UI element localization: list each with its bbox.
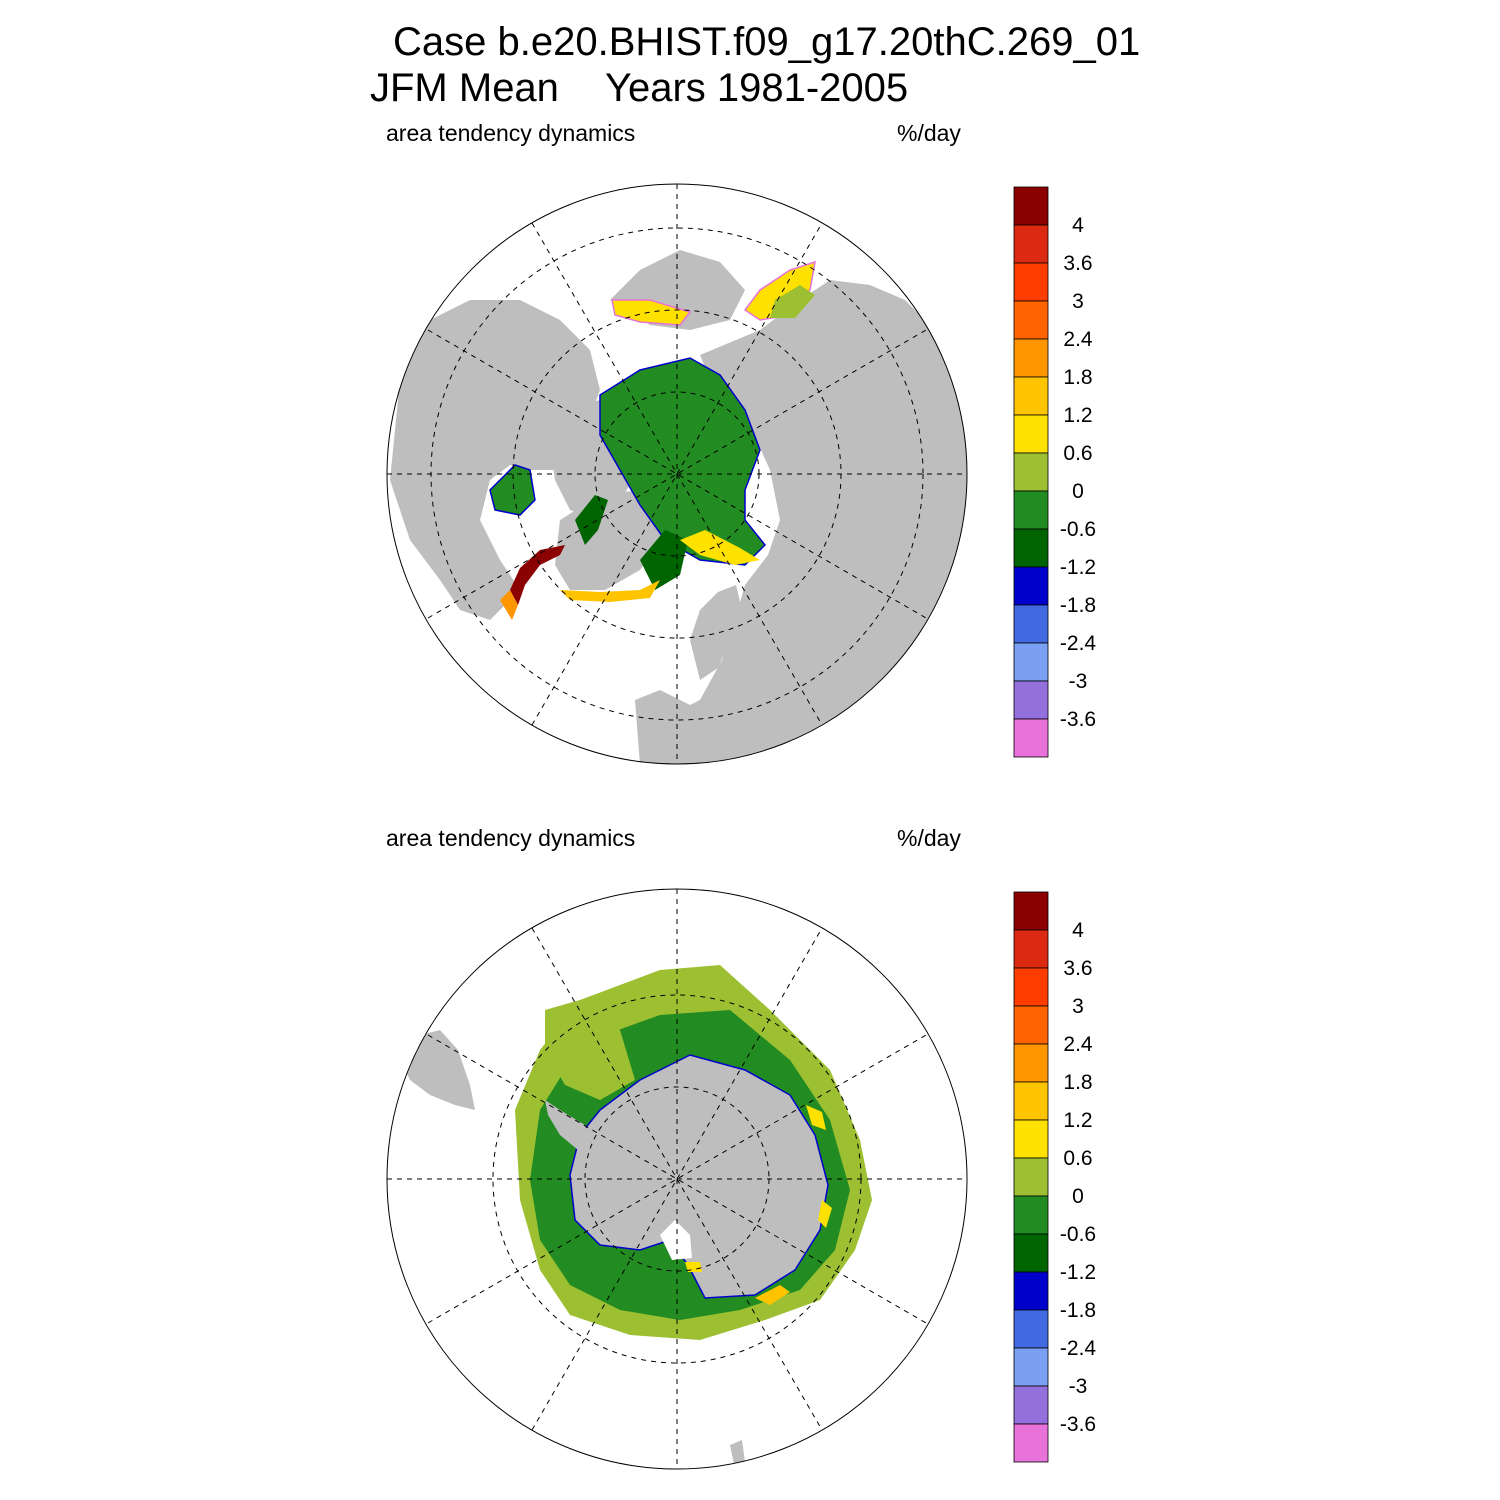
south-colorbar-box-12	[1013, 1347, 1049, 1387]
south-colorbar-tick-label: -3.6	[1060, 1413, 1096, 1436]
south-colorbar-tick-label: -3	[1069, 1375, 1088, 1398]
labrador-orange-band	[500, 590, 518, 620]
north-colorbar-box-13	[1013, 680, 1049, 720]
south-units-label: %/day	[897, 825, 961, 851]
south-colorbar-box-10	[1013, 1271, 1049, 1311]
north-colorbar-box-5	[1013, 376, 1049, 416]
plot-title-period: JFM Mean Years 1981-2005	[370, 66, 908, 110]
east-antarctic-yellow-patch	[818, 1200, 832, 1228]
greenland-sea-field	[640, 530, 688, 590]
south-colorbar-box-5	[1013, 1081, 1049, 1121]
north-units-label: %/day	[897, 120, 961, 146]
north-colorbar-box-4	[1013, 338, 1049, 378]
land-north-america	[390, 300, 600, 620]
south-colorbar-tick-label: -0.6	[1060, 1223, 1096, 1246]
north-colorbar-box-7	[1013, 452, 1049, 492]
plot-title-case: Case b.e20.BHIST.f09_g17.20thC.269_01	[393, 20, 1141, 64]
adelie-yellow-patch	[755, 1285, 790, 1305]
north-map-boundary	[386, 183, 968, 765]
south-colorbar-box-8	[1013, 1195, 1049, 1235]
south-colorbar-tick-label: 0.6	[1063, 1147, 1092, 1170]
north-colorbar-tick-label: 0.6	[1063, 442, 1092, 465]
hudson-bay-field	[489, 464, 536, 516]
amery-yellow-patch	[806, 1105, 826, 1130]
south-colorbar-box-7	[1013, 1157, 1049, 1197]
okhotsk-green-band	[770, 285, 815, 318]
land-antarctic-peninsula	[545, 1100, 590, 1150]
land-eurasia	[690, 280, 967, 764]
north-colorbar-box-14	[1013, 718, 1049, 758]
south-colorbar-box-6	[1013, 1119, 1049, 1159]
north-colorbar-tick-label: -1.8	[1060, 594, 1096, 617]
south-colorbar-box-9	[1013, 1233, 1049, 1273]
south-colorbar: 4 3.6 3 2.4 1.8 1.2 0.6 0 -0.6 -1.2 -1.8 -2.4 -3 -3.6	[1013, 891, 1097, 1463]
south-colorbar-box-11	[1013, 1309, 1049, 1349]
south-polar-map	[387, 889, 967, 1469]
weddell-sea-patch	[545, 1000, 635, 1100]
south-colorbar-box-4	[1013, 1043, 1049, 1083]
north-colorbar-tick-label: 2.4	[1063, 328, 1093, 351]
south-colorbar-tick-label: -2.4	[1060, 1337, 1097, 1360]
north-colorbar-tick-label: 3	[1072, 290, 1084, 313]
north-polar-map	[387, 184, 967, 764]
south-colorbar-tick-label: 4	[1072, 919, 1084, 942]
south-colorbar-box-14	[1013, 1423, 1049, 1463]
south-colorbar-tick-label: 0	[1072, 1185, 1084, 1208]
ross-yellow-patch	[685, 1262, 702, 1272]
ross-ice-shelf	[660, 1220, 692, 1260]
north-colorbar-tick-label: 3.6	[1063, 252, 1092, 275]
south-colorbar-box-2	[1013, 967, 1049, 1007]
north-colorbar-box-9	[1013, 528, 1049, 568]
south-colorbar-tick-label: 1.2	[1063, 1109, 1092, 1132]
south-colorbar-tick-label: -1.2	[1060, 1261, 1096, 1284]
south-map-boundary	[386, 888, 968, 1470]
land-scandinavia	[690, 585, 742, 680]
north-colorbar-tick-label: -0.6	[1060, 518, 1096, 541]
arctic-ocean-field	[599, 357, 767, 566]
south-colorbar-tick-label: 2.4	[1063, 1033, 1093, 1056]
north-colorbar-tick-label: -3	[1069, 670, 1088, 693]
south-colorbar-tick-label: 1.8	[1063, 1071, 1092, 1094]
barents-positive-band	[680, 530, 760, 565]
east-greenland-yellow-band	[560, 580, 660, 602]
years-label: Years 1981-2005	[604, 66, 909, 110]
north-graticule	[387, 184, 967, 764]
north-colorbar-tick-label: 1.2	[1063, 404, 1092, 427]
south-variable-label: area tendency dynamics	[386, 825, 636, 851]
bering-yellow-band	[611, 299, 692, 326]
north-colorbar-box-6	[1013, 414, 1049, 454]
north-variable-label: area tendency dynamics	[386, 120, 636, 146]
south-colorbar-tick-label: 3	[1072, 995, 1084, 1018]
south-graticule	[387, 889, 967, 1469]
north-colorbar-tick-label: -1.2	[1060, 556, 1096, 579]
north-colorbar-tick-label: 0	[1072, 480, 1084, 503]
north-colorbar-box-3	[1013, 300, 1049, 340]
south-colorbar-box-3	[1013, 1005, 1049, 1045]
north-colorbar-box-2	[1013, 262, 1049, 302]
north-colorbar-tick-label: -2.4	[1060, 632, 1097, 655]
south-colorbar-box-13	[1013, 1385, 1049, 1425]
north-colorbar-box-12	[1013, 642, 1049, 682]
north-colorbar-box-10	[1013, 566, 1049, 606]
north-colorbar-box-11	[1013, 604, 1049, 644]
north-colorbar-tick-label: 1.8	[1063, 366, 1092, 389]
south-colorbar-tick-label: -1.8	[1060, 1299, 1096, 1322]
north-colorbar: 4 3.6 3 2.4 1.8 1.2 0.6 0 -0.6 -1.2 -1.8 -2.4 -3 -3.6	[1013, 186, 1097, 758]
baffin-bay-field	[575, 495, 608, 545]
south-colorbar-tick-label: 3.6	[1063, 957, 1092, 980]
land-south-america	[400, 1030, 475, 1110]
south-colorbar-box-1	[1013, 929, 1049, 969]
north-colorbar-tick-label: -3.6	[1060, 708, 1096, 731]
land-antarctica	[569, 1054, 829, 1299]
labrador-strong-band	[510, 545, 565, 605]
north-colorbar-box-1	[1013, 224, 1049, 264]
south-colorbar-box-0	[1013, 891, 1049, 931]
north-colorbar-box-8	[1013, 490, 1049, 530]
season-label: JFM Mean	[370, 66, 559, 110]
north-colorbar-box-0	[1013, 186, 1049, 226]
north-colorbar-tick-label: 4	[1072, 214, 1084, 237]
